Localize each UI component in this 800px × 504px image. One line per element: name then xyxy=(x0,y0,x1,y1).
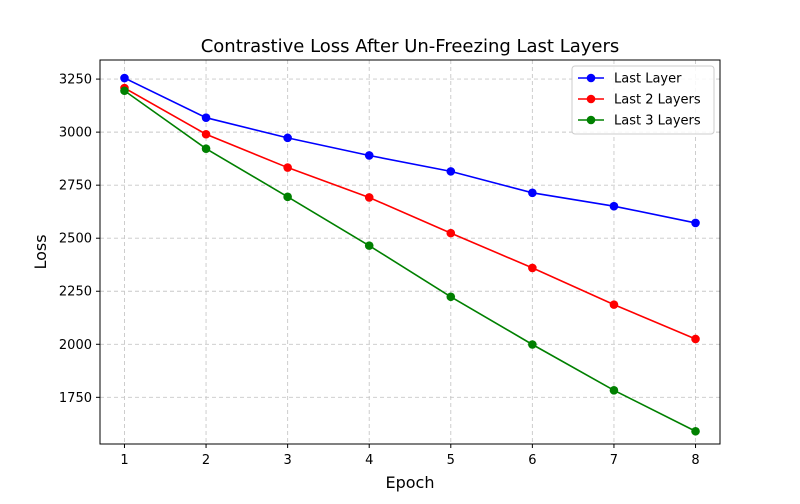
y-tick-label: 2250 xyxy=(59,285,92,300)
data-point-last-2-layers xyxy=(446,228,456,238)
legend-label: Last 3 Layers xyxy=(614,114,701,129)
data-point-last-2-layers xyxy=(691,334,700,344)
legend-swatch-marker xyxy=(586,73,596,83)
series-group xyxy=(120,73,700,436)
data-point-last-3-layers xyxy=(609,386,619,395)
data-point-last-layer xyxy=(283,133,292,143)
data-point-last-layer xyxy=(609,201,619,211)
data-point-last-3-layers xyxy=(120,86,129,96)
y-tick-label: 2500 xyxy=(59,232,92,247)
x-tick-label: 8 xyxy=(691,453,699,468)
y-tick-label: 2000 xyxy=(59,338,92,353)
plot-frame xyxy=(99,59,721,445)
data-point-last-layer xyxy=(120,73,129,83)
data-point-last-3-layers xyxy=(691,426,700,436)
x-tick-label: 5 xyxy=(447,453,455,468)
data-point-last-2-layers xyxy=(364,193,374,202)
data-point-last-3-layers xyxy=(364,241,374,250)
data-point-last-3-layers xyxy=(446,292,456,302)
data-point-last-2-layers xyxy=(528,263,537,273)
data-point-last-3-layers xyxy=(201,144,211,153)
y-tick-label: 3250 xyxy=(59,73,92,88)
y-tick-label: 2750 xyxy=(59,179,92,194)
x-tick-label: 2 xyxy=(202,453,210,468)
data-point-last-layer xyxy=(528,188,537,198)
data-point-last-3-layers xyxy=(528,340,537,349)
data-point-last-2-layers xyxy=(609,300,619,309)
series-line-last-layer xyxy=(124,77,696,224)
data-point-last-layer xyxy=(691,218,700,228)
legend-swatch-marker xyxy=(586,94,596,104)
series-line-last-2-layers xyxy=(124,87,696,340)
legend-label: Last Layer xyxy=(614,72,682,87)
legend: Last Layer Last 2 Layers Last 3 Layers xyxy=(571,65,715,135)
data-point-last-layer xyxy=(446,167,456,176)
x-axis-label: Epoch xyxy=(386,473,435,492)
chart-title: Contrastive Loss After Un-Freezing Last … xyxy=(201,36,620,57)
series-line-last-3-layers xyxy=(124,90,696,432)
legend-box xyxy=(571,65,715,135)
axis-ticks: 1 2 3 4 5 6 7 8 1750 2000 2250 2500 2750 3000 3250 xyxy=(59,73,700,468)
legend-label: Last 2 Layers xyxy=(614,93,701,108)
x-tick-label: 6 xyxy=(528,453,536,468)
x-tick-label: 4 xyxy=(365,453,373,468)
x-tick-label: 3 xyxy=(283,453,291,468)
grid xyxy=(100,60,720,444)
y-axis-label: Loss xyxy=(31,234,50,269)
y-tick-label: 3000 xyxy=(59,126,92,141)
x-tick-label: 7 xyxy=(610,453,618,468)
y-tick-label: 1750 xyxy=(59,391,92,406)
legend-swatch-marker xyxy=(586,115,596,125)
data-point-last-layer xyxy=(364,151,374,160)
data-point-last-2-layers xyxy=(283,163,292,172)
data-point-last-layer xyxy=(201,113,211,123)
data-point-last-2-layers xyxy=(201,129,211,139)
data-point-last-3-layers xyxy=(283,192,292,202)
x-tick-label: 1 xyxy=(120,453,128,468)
